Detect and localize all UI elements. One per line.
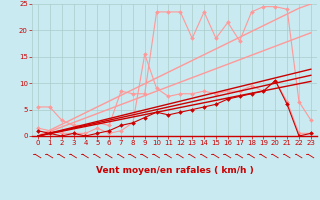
X-axis label: Vent moyen/en rafales ( km/h ): Vent moyen/en rafales ( km/h ) (96, 166, 253, 175)
